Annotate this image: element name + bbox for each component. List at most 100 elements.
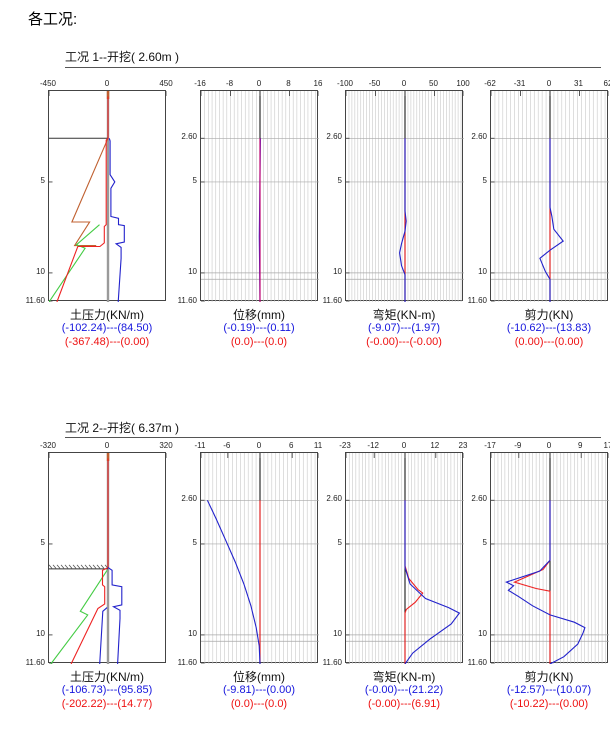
x-tick-label: -8 bbox=[225, 79, 234, 88]
x-tick-label: -11 bbox=[194, 441, 206, 450]
y-tick-label: 2.60 bbox=[326, 132, 342, 142]
x-tick-label: 0 bbox=[546, 441, 552, 450]
excavation-hatch bbox=[56, 564, 61, 569]
x-tick-label: -320 bbox=[39, 441, 56, 450]
chart-plot-位移(mm) bbox=[200, 90, 319, 302]
blue-range-label: (-106.73)---(95.85) bbox=[61, 684, 153, 696]
series-red bbox=[56, 96, 109, 302]
excavation-hatch bbox=[68, 564, 73, 569]
x-tick-label: 6 bbox=[288, 441, 294, 450]
chart-canvas bbox=[201, 453, 319, 664]
axis-title: 位移(mm) bbox=[233, 308, 285, 322]
zero-tick-orange bbox=[106, 91, 110, 99]
y-tick-label: 5 bbox=[40, 537, 45, 547]
series-blue bbox=[206, 500, 261, 664]
chart-canvas bbox=[491, 91, 609, 302]
chart-canvas bbox=[201, 91, 319, 302]
x-tick-label: 450 bbox=[159, 79, 173, 88]
x-tick-label: -23 bbox=[339, 441, 351, 450]
section-1-rule bbox=[65, 67, 601, 68]
excavation-hatch bbox=[96, 564, 101, 569]
x-tick-label: 100 bbox=[456, 79, 470, 88]
y-tick-label: 2.60 bbox=[181, 132, 197, 142]
red-range-label: (0.00)---(0.00) bbox=[514, 336, 584, 348]
excavation-hatch bbox=[84, 564, 89, 569]
section-2-title: 工况 2--开挖( 6.37m ) bbox=[65, 421, 180, 435]
y-tick-label: 11.60 bbox=[25, 296, 45, 305]
red-range-label: (0.0)---(0.0) bbox=[230, 698, 288, 710]
y-tick-label: 11.60 bbox=[322, 296, 342, 305]
x-tick-label: -16 bbox=[194, 79, 206, 88]
axis-title: 弯矩(KN-m) bbox=[372, 670, 436, 684]
excavation-hatch bbox=[72, 564, 77, 569]
x-tick-label: 17 bbox=[603, 441, 610, 450]
x-tick-label: -62 bbox=[484, 79, 496, 88]
y-tick-label: 5 bbox=[337, 537, 342, 547]
y-tick-label: 11.60 bbox=[467, 658, 487, 667]
y-tick-label: 10 bbox=[36, 266, 45, 276]
chart-canvas bbox=[346, 91, 464, 302]
chart-plot-剪力(KN) bbox=[490, 452, 609, 664]
y-tick-label: 5 bbox=[192, 537, 197, 547]
blue-range-label: (-9.81)---(0.00) bbox=[222, 684, 296, 696]
excavation-hatch bbox=[60, 564, 65, 569]
x-tick-label: -100 bbox=[336, 79, 353, 88]
axis-title: 土压力(KN/m) bbox=[70, 670, 144, 684]
y-tick-label: 2.60 bbox=[181, 494, 197, 504]
excavation-hatch bbox=[80, 564, 85, 569]
chart-plot-土压力(KN/m) bbox=[48, 452, 167, 664]
series-blue bbox=[404, 500, 461, 664]
series-blue bbox=[539, 138, 564, 302]
x-tick-label: 8 bbox=[286, 79, 291, 88]
chart-plot-土压力(KN/m) bbox=[48, 90, 167, 302]
y-tick-label: 10 bbox=[36, 628, 45, 638]
page-title: 各工况: bbox=[28, 11, 78, 28]
y-tick-label: 5 bbox=[482, 175, 487, 185]
excavation-hatch bbox=[49, 564, 53, 569]
series-blue bbox=[399, 138, 407, 302]
x-tick-label: -50 bbox=[368, 79, 381, 88]
x-tick-label: 0 bbox=[104, 79, 110, 88]
y-tick-label: 11.60 bbox=[467, 296, 487, 305]
x-tick-label: -17 bbox=[484, 441, 496, 450]
chart-plot-弯矩(KN-m) bbox=[345, 452, 464, 664]
x-tick-label: -450 bbox=[39, 79, 56, 88]
x-tick-label: -6 bbox=[223, 441, 231, 450]
y-tick-label: 10 bbox=[188, 266, 197, 276]
y-tick-label: 5 bbox=[337, 175, 342, 185]
axis-title: 剪力(KN) bbox=[524, 308, 574, 322]
y-tick-label: 10 bbox=[188, 628, 197, 638]
chart-canvas bbox=[346, 453, 464, 664]
axis-title: 位移(mm) bbox=[233, 670, 285, 684]
x-tick-label: 62 bbox=[603, 79, 610, 88]
x-tick-label: 16 bbox=[313, 79, 323, 88]
y-tick-label: 10 bbox=[478, 266, 487, 276]
excavation-hatch bbox=[100, 564, 105, 569]
series-green bbox=[50, 569, 108, 664]
blue-range-label: (-12.57)---(10.07) bbox=[506, 684, 592, 696]
y-tick-label: 11.60 bbox=[322, 658, 342, 667]
y-tick-label: 5 bbox=[40, 175, 45, 185]
section-1-title: 工况 1--开挖( 2.60m ) bbox=[65, 50, 180, 64]
blue-range-label: (-102.24)---(84.50) bbox=[61, 322, 153, 334]
series-red bbox=[70, 458, 109, 664]
red-range-label: (0.0)---(0.0) bbox=[230, 336, 288, 348]
chart-canvas bbox=[491, 453, 609, 664]
blue-range-label: (-9.07)---(1.97) bbox=[367, 322, 441, 334]
y-tick-label: 5 bbox=[192, 175, 197, 185]
blue-range-label: (-0.19)---(0.11) bbox=[223, 322, 295, 334]
y-tick-label: 11.60 bbox=[177, 296, 197, 305]
x-tick-label: -31 bbox=[513, 79, 526, 88]
chart-canvas bbox=[49, 91, 167, 302]
axis-title: 剪力(KN) bbox=[524, 670, 574, 684]
y-tick-label: 10 bbox=[478, 628, 487, 638]
series-blue bbox=[108, 138, 125, 302]
series-blue bbox=[99, 607, 108, 664]
y-tick-label: 10 bbox=[333, 266, 342, 276]
y-tick-label: 2.60 bbox=[471, 132, 487, 142]
x-tick-label: 0 bbox=[401, 441, 407, 450]
x-tick-label: 12 bbox=[430, 441, 440, 450]
